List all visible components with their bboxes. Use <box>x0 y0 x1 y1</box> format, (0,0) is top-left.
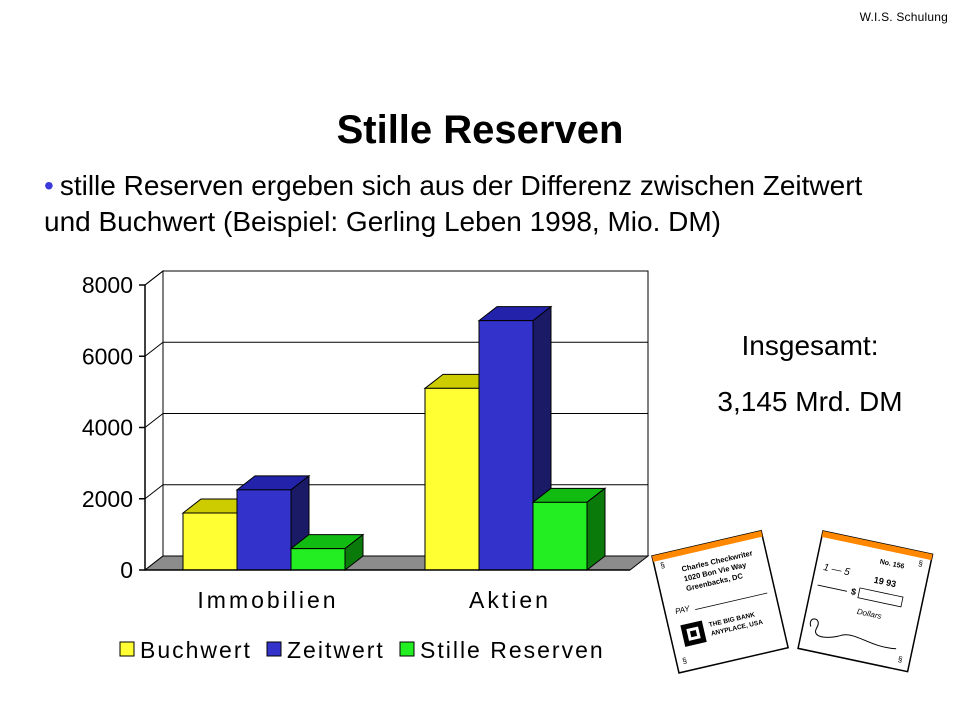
check-stripe <box>652 530 763 562</box>
check-text: PAY <box>674 604 691 616</box>
check-line <box>817 584 848 592</box>
check-text: 19 93 <box>873 575 897 589</box>
gridline-side <box>144 270 164 286</box>
bullet-icon: • <box>44 170 54 201</box>
header-org: W.I.S. Schulung <box>859 10 948 24</box>
check-corner-icon: § <box>681 656 687 666</box>
check-text: $ <box>850 586 857 597</box>
y-tick-label: 4000 <box>82 415 133 441</box>
legend-label: Buchwert <box>140 637 252 663</box>
legend-swatch <box>399 641 415 657</box>
check-stripe <box>821 531 933 561</box>
category-label: Immobilien <box>197 587 338 613</box>
y-tick-label: 2000 <box>82 486 133 512</box>
check-corner-icon: § <box>659 560 665 570</box>
bullet-point: • stille Reserven ergeben sich aus der Di… <box>44 168 894 240</box>
bar <box>424 387 480 571</box>
summary-value: 3,145 Mrd. DM <box>717 386 903 417</box>
bullet-text: stille Reserven ergeben sich aus der Dif… <box>44 170 863 237</box>
legend-label: Stille Reserven <box>420 637 605 663</box>
check-line <box>695 592 768 611</box>
check-amount-box <box>857 587 904 608</box>
bar <box>532 501 588 571</box>
bar <box>290 548 346 571</box>
y-tick-label: 8000 <box>82 272 133 298</box>
qr-icon-core <box>689 630 698 638</box>
summary-label: Insgesamt: <box>741 330 879 361</box>
bar <box>182 512 238 571</box>
gridline-side <box>144 484 164 500</box>
summary-box: Insgesamt: 3,145 Mrd. DM <box>690 318 930 430</box>
y-tick-label: 6000 <box>82 343 133 369</box>
slide-title: Stille Reserven <box>336 108 624 152</box>
legend-swatch <box>119 641 135 657</box>
bar <box>478 320 534 571</box>
bar-side <box>586 487 606 572</box>
check-corner-icon: § <box>897 654 903 664</box>
legend-swatch <box>266 641 282 657</box>
gridline-side <box>144 341 164 357</box>
legend-label: Zeitwert <box>287 637 385 663</box>
bar <box>236 489 292 571</box>
signature-icon <box>809 618 897 650</box>
gridline-side <box>144 413 164 428</box>
check-corner-icon: § <box>917 559 923 569</box>
y-tick-label: 0 <box>120 557 133 583</box>
category-label: Aktien <box>469 587 551 613</box>
